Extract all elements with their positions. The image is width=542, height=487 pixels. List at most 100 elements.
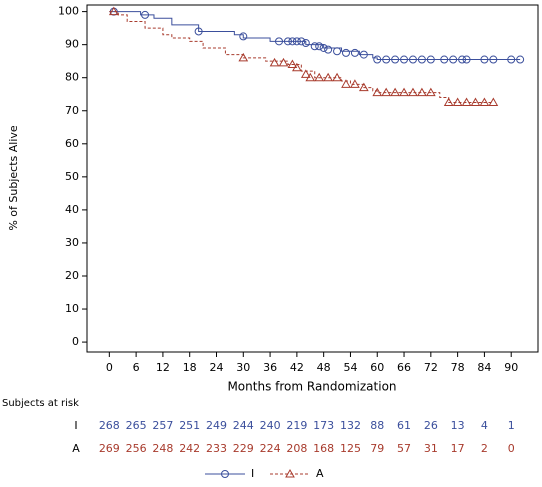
y-tick-label: 90 bbox=[65, 38, 79, 51]
risk-count: 13 bbox=[451, 419, 465, 432]
risk-count: 168 bbox=[313, 442, 334, 455]
censor-mark bbox=[400, 55, 409, 64]
legend-marker bbox=[221, 470, 229, 478]
censor-mark bbox=[278, 57, 289, 67]
x-tick-label: 48 bbox=[317, 361, 331, 374]
risk-count: 249 bbox=[206, 419, 227, 432]
x-tick-label: 12 bbox=[156, 361, 170, 374]
censor-mark bbox=[108, 6, 119, 16]
censor-mark bbox=[314, 72, 325, 82]
censor-mark bbox=[283, 37, 292, 46]
x-axis-label: Months from Randomization bbox=[227, 380, 396, 394]
censor-mark bbox=[470, 97, 481, 106]
censor-mark bbox=[516, 55, 525, 64]
censor-mark bbox=[372, 87, 383, 97]
risk-count: 244 bbox=[233, 419, 254, 432]
risk-count: 88 bbox=[370, 419, 384, 432]
y-tick-label: 40 bbox=[65, 203, 79, 216]
censor-mark bbox=[452, 97, 463, 106]
x-tick-label: 30 bbox=[236, 361, 250, 374]
risk-count: 256 bbox=[126, 442, 147, 455]
censor-mark bbox=[301, 39, 310, 48]
y-tick-label: 50 bbox=[65, 170, 79, 183]
censor-mark bbox=[425, 87, 436, 97]
risk-count: 0 bbox=[508, 442, 515, 455]
censor-mark bbox=[292, 62, 302, 72]
risk-count: 224 bbox=[260, 442, 281, 455]
risk-count: 240 bbox=[260, 419, 281, 432]
censor-mark bbox=[426, 55, 435, 64]
risk-count: 61 bbox=[397, 419, 411, 432]
censor-mark bbox=[390, 87, 400, 97]
risk-count: 173 bbox=[313, 419, 334, 432]
risk-count: 233 bbox=[206, 442, 227, 455]
censor-mark bbox=[287, 59, 298, 68]
legend-label: I bbox=[251, 467, 254, 480]
y-tick-label: 70 bbox=[65, 104, 79, 117]
risk-count: 26 bbox=[424, 419, 438, 432]
legend-label: A bbox=[316, 467, 324, 480]
censor-mark bbox=[269, 57, 280, 67]
censor-mark bbox=[381, 87, 392, 97]
survival-curve bbox=[109, 11, 521, 61]
risk-count: 251 bbox=[179, 419, 200, 432]
x-tick-label: 6 bbox=[133, 361, 140, 374]
risk-count: 17 bbox=[451, 442, 465, 455]
legend-marker bbox=[285, 468, 295, 478]
censor-mark bbox=[507, 55, 516, 64]
censor-mark bbox=[358, 82, 369, 92]
risk-count: 79 bbox=[370, 442, 384, 455]
censor-mark bbox=[239, 32, 248, 41]
censor-mark bbox=[333, 47, 342, 56]
plot-frame bbox=[86, 4, 539, 353]
risk-count: 229 bbox=[233, 442, 254, 455]
risk-count: 269 bbox=[99, 442, 120, 455]
survival-curve bbox=[109, 11, 494, 103]
censor-mark bbox=[324, 45, 333, 54]
risk-count: 242 bbox=[179, 442, 200, 455]
y-tick-label: 60 bbox=[65, 137, 79, 150]
censor-mark bbox=[319, 43, 328, 52]
risk-title: Subjects at risk bbox=[2, 398, 79, 409]
x-tick-label: 78 bbox=[451, 361, 465, 374]
censor-mark bbox=[350, 48, 359, 57]
x-tick-label: 90 bbox=[504, 361, 518, 374]
y-tick-label: 10 bbox=[65, 302, 79, 315]
risk-row-name: I bbox=[74, 419, 77, 432]
censor-mark bbox=[305, 72, 316, 82]
censor-mark bbox=[462, 55, 471, 64]
censor-mark bbox=[408, 87, 418, 97]
risk-count: 4 bbox=[481, 419, 488, 432]
censor-mark bbox=[449, 55, 458, 64]
censor-mark bbox=[297, 37, 306, 46]
risk-count: 208 bbox=[286, 442, 307, 455]
risk-count: 265 bbox=[126, 419, 147, 432]
censor-mark bbox=[141, 10, 150, 19]
censor-mark bbox=[461, 97, 472, 106]
risk-count: 132 bbox=[340, 419, 361, 432]
risk-count: 31 bbox=[424, 442, 438, 455]
x-tick-label: 66 bbox=[397, 361, 411, 374]
censor-mark bbox=[458, 55, 467, 64]
x-tick-label: 84 bbox=[477, 361, 491, 374]
censor-mark bbox=[315, 42, 324, 51]
risk-row-name: A bbox=[72, 442, 80, 455]
risk-count: 257 bbox=[152, 419, 173, 432]
censor-mark bbox=[341, 48, 350, 57]
risk-count: 268 bbox=[99, 419, 120, 432]
risk-count: 2 bbox=[481, 442, 488, 455]
y-tick-label: 30 bbox=[65, 236, 79, 249]
x-tick-label: 60 bbox=[370, 361, 384, 374]
censor-mark bbox=[479, 97, 490, 106]
risk-count: 219 bbox=[286, 419, 307, 432]
censor-mark bbox=[373, 55, 382, 64]
x-tick-label: 36 bbox=[263, 361, 277, 374]
censor-mark bbox=[488, 97, 499, 106]
censor-mark bbox=[359, 50, 368, 59]
censor-mark bbox=[391, 55, 400, 64]
censor-mark bbox=[489, 55, 498, 64]
risk-count: 125 bbox=[340, 442, 361, 455]
y-tick-label: 20 bbox=[65, 269, 79, 282]
censor-mark bbox=[443, 97, 454, 106]
